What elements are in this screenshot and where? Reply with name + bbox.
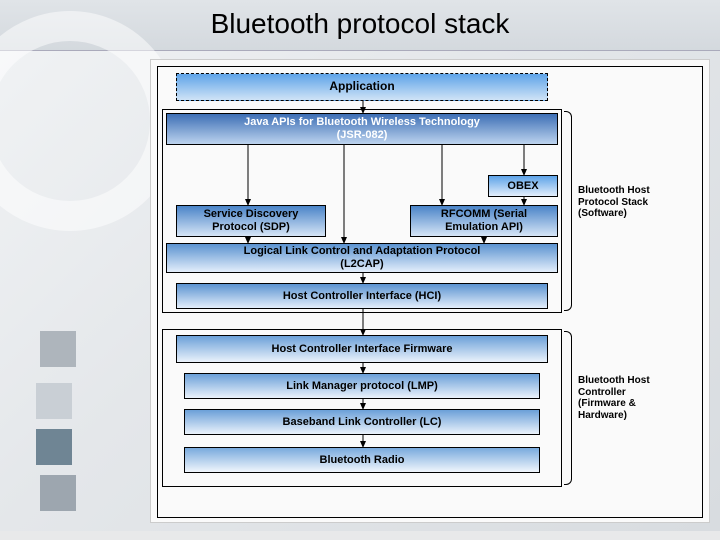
decoration-square <box>36 383 72 419</box>
slide-body: Application Java APIs for Bluetooth Wire… <box>0 51 720 531</box>
layer-jsr082: Java APIs for Bluetooth Wireless Technol… <box>166 113 558 145</box>
bracket-hardware <box>564 331 572 485</box>
decoration-square <box>36 429 72 465</box>
layer-hci-firmware: Host Controller Interface Firmware <box>176 335 548 363</box>
layer-l2cap: Logical Link Control and Adaptation Prot… <box>166 243 558 273</box>
layer-application: Application <box>176 73 548 101</box>
label-software-stack: Bluetooth HostProtocol Stack(Software) <box>578 185 694 220</box>
decoration-square <box>40 475 76 511</box>
bracket-software <box>564 111 572 311</box>
page-title: Bluetooth protocol stack <box>0 8 720 40</box>
label-hardware-stack: Bluetooth HostController(Firmware &Hardw… <box>578 375 694 421</box>
layer-sdp: Service DiscoveryProtocol (SDP) <box>176 205 326 237</box>
layer-hci: Host Controller Interface (HCI) <box>176 283 548 309</box>
layer-obex: OBEX <box>488 175 558 197</box>
layer-lmp: Link Manager protocol (LMP) <box>184 373 540 399</box>
diagram-outer-frame: Application Java APIs for Bluetooth Wire… <box>157 66 703 518</box>
decoration-square <box>40 331 76 367</box>
layer-radio: Bluetooth Radio <box>184 447 540 473</box>
title-bar: Bluetooth protocol stack <box>0 0 720 51</box>
layer-rfcomm: RFCOMM (SerialEmulation API) <box>410 205 558 237</box>
layer-lc: Baseband Link Controller (LC) <box>184 409 540 435</box>
protocol-stack-diagram: Application Java APIs for Bluetooth Wire… <box>150 59 710 523</box>
